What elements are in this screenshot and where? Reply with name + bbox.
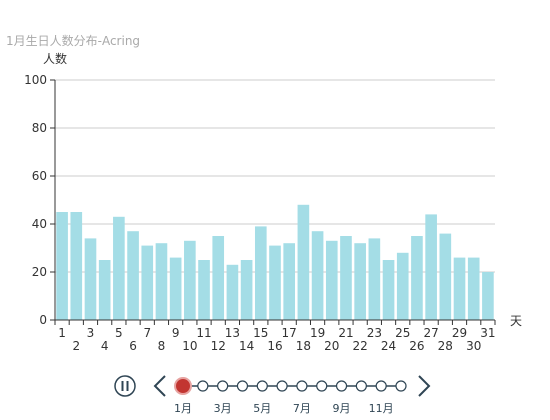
axes: 0204060801001234567891011121314151617181… <box>24 73 495 353</box>
x-tick-label: 6 <box>129 339 137 353</box>
y-tick-label: 60 <box>32 169 47 183</box>
bar-day-9 <box>169 257 182 320</box>
x-tick-label: 21 <box>338 326 353 340</box>
x-tick-label: 18 <box>296 339 311 353</box>
bar-day-25 <box>396 252 409 320</box>
x-tick-label: 30 <box>466 339 481 353</box>
x-tick-label: 5 <box>115 326 123 340</box>
x-tick-label: 4 <box>101 339 109 353</box>
timeline-label: 5月 <box>253 402 271 415</box>
bar-day-10 <box>184 240 196 320</box>
bar-day-23 <box>368 238 381 320</box>
timeline-points: 1月 3月 5月 7月 9月 11月 <box>174 377 407 415</box>
bar-day-17 <box>283 243 296 320</box>
x-tick-label: 13 <box>225 326 240 340</box>
bar-day-3 <box>84 238 97 320</box>
timeline-point[interactable] <box>197 380 209 392</box>
bar-day-18 <box>297 204 310 320</box>
timeline-point[interactable] <box>335 380 348 392</box>
bar-day-29 <box>453 257 466 320</box>
timeline-label: 3月 <box>214 402 232 415</box>
x-tick-label: 24 <box>381 339 396 353</box>
x-tick-label: 8 <box>158 339 166 353</box>
timeline-point[interactable] <box>355 380 367 392</box>
timeline: 1月 3月 5月 7月 9月 11月 <box>114 375 431 415</box>
y-tick-label: 0 <box>39 313 47 327</box>
bar-day-2 <box>70 212 83 320</box>
bar-day-5 <box>113 216 125 320</box>
chart-title: 1月生日人数分布-Acring <box>6 34 141 48</box>
bar-day-1 <box>56 212 68 320</box>
bar-day-26 <box>411 236 423 320</box>
x-tick-label: 11 <box>196 326 211 340</box>
bar-day-6 <box>127 231 139 320</box>
y-axis-label: 人数 <box>43 51 67 66</box>
x-tick-label: 7 <box>143 326 151 340</box>
y-tick-label: 100 <box>24 73 47 87</box>
bar-day-19 <box>311 231 324 320</box>
bar-day-24 <box>382 260 395 320</box>
bar-day-15 <box>254 226 267 320</box>
bar-day-7 <box>141 245 154 320</box>
timeline-point[interactable] <box>276 380 288 392</box>
bar-day-20 <box>325 240 338 320</box>
x-tick-label: 9 <box>172 326 180 340</box>
bar-day-13 <box>226 264 239 320</box>
pause-icon[interactable] <box>114 375 136 397</box>
timeline-point[interactable] <box>217 380 229 392</box>
bars <box>56 204 494 320</box>
chevron-left-icon[interactable] <box>153 375 166 397</box>
bar-day-22 <box>354 243 366 320</box>
y-tick-label: 20 <box>32 265 47 279</box>
timeline-point[interactable] <box>395 380 407 392</box>
bar-day-14 <box>240 260 253 320</box>
timeline-label: 9月 <box>333 402 351 415</box>
bar-day-27 <box>425 214 437 320</box>
x-axis-label: 天 <box>510 314 522 328</box>
chevron-right-icon[interactable] <box>418 375 431 397</box>
bar-day-16 <box>269 245 281 320</box>
bar-day-11 <box>198 260 210 320</box>
timeline-label: 11月 <box>369 402 394 415</box>
bar-day-28 <box>439 233 452 320</box>
x-tick-label: 29 <box>452 326 467 340</box>
x-tick-label: 23 <box>367 326 382 340</box>
timeline-point[interactable] <box>256 380 268 392</box>
x-tick-label: 2 <box>72 339 80 353</box>
bar-day-21 <box>340 236 352 320</box>
y-tick-label: 80 <box>32 121 47 135</box>
bar-day-12 <box>212 236 225 320</box>
timeline-label: 1月 <box>174 402 192 415</box>
x-tick-label: 3 <box>87 326 95 340</box>
timeline-point[interactable] <box>296 380 308 392</box>
timeline-label: 7月 <box>293 402 311 415</box>
x-tick-label: 20 <box>324 339 339 353</box>
y-tick-label: 40 <box>32 217 47 231</box>
bar-day-4 <box>98 260 111 320</box>
x-tick-label: 14 <box>239 339 254 353</box>
x-tick-label: 1 <box>58 326 66 340</box>
x-tick-label: 31 <box>480 326 495 340</box>
x-tick-label: 10 <box>182 339 197 353</box>
bar-day-31 <box>482 272 494 320</box>
x-tick-label: 12 <box>211 339 226 353</box>
x-tick-label: 22 <box>353 339 368 353</box>
x-tick-label: 15 <box>253 326 268 340</box>
x-tick-label: 16 <box>267 339 282 353</box>
x-tick-label: 25 <box>395 326 410 340</box>
x-tick-label: 19 <box>310 326 325 340</box>
timeline-point[interactable] <box>316 380 328 392</box>
timeline-point[interactable] <box>375 380 387 392</box>
bar-day-30 <box>467 257 480 320</box>
bar-day-8 <box>155 243 168 320</box>
x-tick-label: 17 <box>282 326 297 340</box>
timeline-point-active[interactable] <box>174 377 192 395</box>
x-tick-label: 27 <box>423 326 438 340</box>
x-tick-label: 28 <box>438 339 453 353</box>
x-tick-label: 26 <box>409 339 424 353</box>
timeline-point[interactable] <box>236 380 249 392</box>
